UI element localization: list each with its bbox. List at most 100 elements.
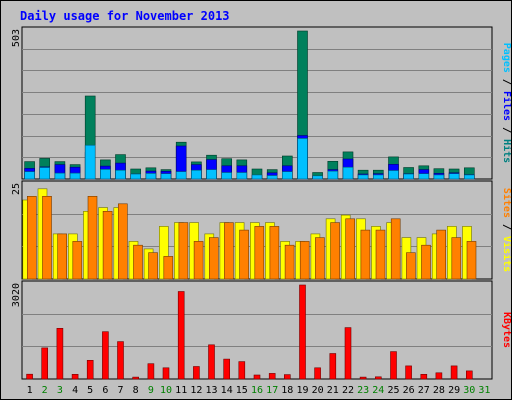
panel-frame-hits-files-pages — [21, 26, 493, 180]
bar-pages-13 — [206, 169, 217, 180]
x-tick-label-20: 20 — [312, 385, 324, 396]
bar-kbytes-26 — [405, 365, 412, 380]
x-tick-label-12: 12 — [190, 385, 202, 396]
bar-sites-15 — [239, 229, 249, 280]
x-tick-label-14: 14 — [221, 385, 233, 396]
x-tick-label-18: 18 — [281, 385, 293, 396]
bar-pages-15 — [236, 172, 248, 180]
bar-kbytes-20 — [314, 367, 321, 380]
x-tick-label-4: 4 — [72, 385, 78, 396]
bar-pages-21 — [327, 170, 339, 180]
bar-sites-5 — [87, 196, 98, 280]
bar-sites-14 — [224, 222, 234, 280]
x-tick-label-6: 6 — [102, 385, 108, 396]
bar-sites-20 — [315, 237, 325, 280]
axis-label-part: Sites — [501, 188, 511, 218]
bar-kbytes-18 — [283, 374, 291, 380]
bar-pages-8 — [130, 173, 141, 180]
bar-sites-6 — [102, 211, 113, 280]
axis-label-part: Pages — [501, 43, 511, 73]
bar-sites-4 — [72, 241, 83, 280]
x-tick-label-13: 13 — [205, 385, 217, 396]
bar-pages-17 — [266, 175, 278, 180]
axis-label-part: / — [501, 73, 511, 91]
bar-kbytes-11 — [177, 291, 185, 380]
bar-sites-30 — [466, 241, 477, 280]
axis-label-kbytes: KBytes — [501, 312, 511, 348]
bar-pages-7 — [115, 169, 126, 180]
bar-kbytes-9 — [147, 363, 155, 380]
bar-kbytes-27 — [420, 373, 428, 380]
bar-kbytes-3 — [56, 327, 64, 380]
bar-kbytes-25 — [390, 351, 397, 380]
bar-sites-16 — [254, 226, 265, 280]
axis-label-part: KBytes — [501, 312, 511, 348]
panel-kbytes: 3020 KBytes — [11, 280, 511, 380]
bar-sites-12 — [193, 241, 204, 280]
x-tick-label-27: 27 — [418, 385, 430, 396]
bar-pages-23 — [357, 174, 369, 180]
bar-pages-22 — [342, 166, 354, 180]
bar-kbytes-2 — [41, 347, 49, 380]
bar-pages-1 — [24, 171, 35, 180]
bar-sites-22 — [345, 218, 356, 280]
bar-kbytes-6 — [102, 331, 109, 380]
x-tick-labels: 1 2 3 4 5 6 7 8 9 10 11 12 13 14 15 16 17 18 19 20 21 22 23 24 2… — [27, 385, 491, 396]
bar-sites-11 — [178, 222, 189, 280]
y-max-label-visits-sites: 25 — [11, 183, 22, 195]
panel-frame-kbytes — [21, 280, 493, 380]
axis-label-part: Files — [501, 91, 511, 121]
x-tick-label-24: 24 — [372, 385, 384, 396]
bar-kbytes-13 — [208, 344, 215, 380]
x-tick-label-17: 17 — [266, 385, 278, 396]
bar-pages-25 — [388, 170, 399, 180]
axis-label-part: Hits — [501, 139, 511, 163]
bar-sites-25 — [390, 218, 401, 280]
bar-sites-9 — [148, 252, 158, 280]
axis-label-part: / — [501, 218, 511, 236]
bar-pages-10 — [160, 173, 172, 180]
bar-pages-11 — [175, 171, 187, 180]
bar-pages-4 — [69, 172, 81, 180]
gridlines-hits-files-pages — [22, 49, 492, 158]
bar-pages-18 — [281, 171, 293, 180]
axis-label-hits-files-pages: Pages / Files / Hits — [501, 43, 511, 163]
x-tick-label-29: 29 — [448, 385, 460, 396]
bar-kbytes-30 — [465, 370, 473, 380]
bar-kbytes-8 — [132, 376, 139, 380]
bar-kbytes-19 — [299, 284, 306, 380]
bar-kbytes-28 — [435, 372, 443, 380]
axis-label-part: / — [501, 121, 511, 139]
axis-label-visits-sites: Sites / Visits — [501, 188, 511, 272]
x-tick-label-8: 8 — [133, 385, 139, 396]
bar-pages-19 — [297, 138, 308, 180]
bars-kbytes — [26, 284, 473, 380]
bar-pages-24 — [372, 174, 384, 180]
bar-kbytes-22 — [344, 327, 352, 380]
x-tick-label-28: 28 — [433, 385, 445, 396]
bar-sites-21 — [330, 222, 340, 280]
bar-pages-14 — [221, 172, 232, 180]
bar-sites-8 — [133, 244, 143, 280]
bar-kbytes-1 — [26, 373, 33, 380]
x-tick-label-30: 30 — [463, 385, 475, 396]
bar-pages-12 — [191, 169, 202, 180]
x-tick-label-26: 26 — [403, 385, 415, 396]
bar-sites-29 — [451, 237, 462, 280]
bar-kbytes-16 — [253, 374, 261, 380]
panel-hits-files-pages: 503 Pages / Files / Hits — [11, 26, 511, 180]
bar-sites-24 — [375, 229, 386, 280]
bar-kbytes-14 — [223, 358, 230, 380]
bar-sites-27 — [421, 244, 431, 280]
bar-sites-2 — [42, 196, 52, 280]
x-tick-label-25: 25 — [387, 385, 399, 396]
bar-sites-3 — [57, 233, 68, 280]
x-tick-label-16: 16 — [251, 385, 263, 396]
bar-pages-3 — [54, 172, 66, 180]
bar-kbytes-5 — [86, 359, 94, 380]
x-tick-label-31: 31 — [478, 385, 490, 396]
bar-sites-7 — [118, 203, 128, 280]
bar-pages-20 — [312, 175, 323, 180]
